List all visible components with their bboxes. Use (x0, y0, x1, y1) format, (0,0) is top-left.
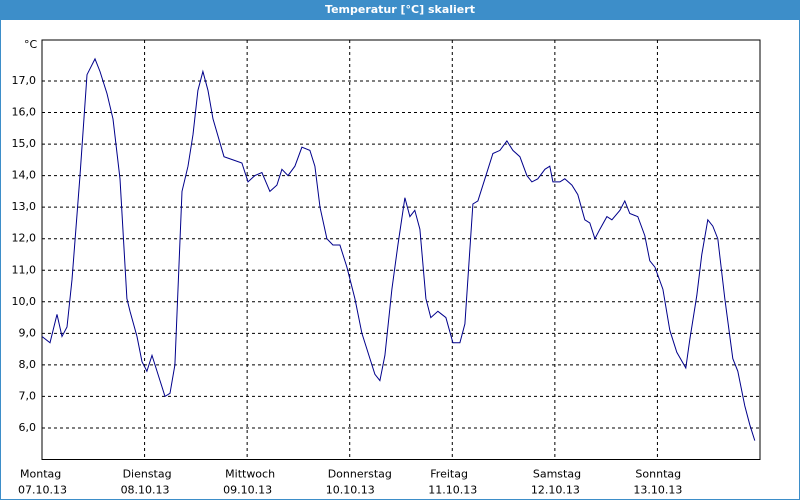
y-tick-label: 16,0 (12, 106, 37, 119)
y-tick-label: 12,0 (12, 232, 37, 245)
x-tick-label: Montag (20, 468, 61, 481)
x-tick-date: 07.10.13 (18, 484, 67, 497)
plot-border (41, 39, 761, 460)
x-tick-label: Sonntag (635, 468, 681, 481)
y-tick-label: 9,0 (19, 326, 37, 339)
x-tick-date: 08.10.13 (121, 484, 170, 497)
chart-title: Temperatur [°C] skaliert (325, 3, 475, 16)
x-tick-date: 11.10.13 (428, 484, 477, 497)
x-tick-date: 09.10.13 (223, 484, 272, 497)
x-tick-date: 13.10.13 (633, 484, 682, 497)
y-tick-label: 11,0 (12, 263, 37, 276)
y-tick-label: 15,0 (12, 137, 37, 150)
y-tick-label: 13,0 (12, 200, 37, 213)
y-tick-label: 14,0 (12, 169, 37, 182)
x-tick-label: Donnerstag (328, 468, 392, 481)
y-tick-label: 10,0 (12, 295, 37, 308)
y-tick-label: 8,0 (19, 358, 37, 371)
title-bar (0, 0, 800, 20)
y-axis-label: °C (24, 38, 38, 51)
temperature-line (41, 57, 756, 441)
x-tick-date: 10.10.13 (326, 484, 375, 497)
y-tick-label: 6,0 (19, 421, 37, 434)
y-tick-label: 17,0 (12, 74, 37, 87)
x-tick-label: Freitag (430, 468, 468, 481)
x-tick-label: Samstag (533, 468, 581, 481)
x-tick-label: Dienstag (123, 468, 172, 481)
x-tick-label: Mittwoch (225, 468, 275, 481)
x-tick-date: 12.10.13 (531, 484, 580, 497)
y-tick-label: 7,0 (19, 389, 37, 402)
